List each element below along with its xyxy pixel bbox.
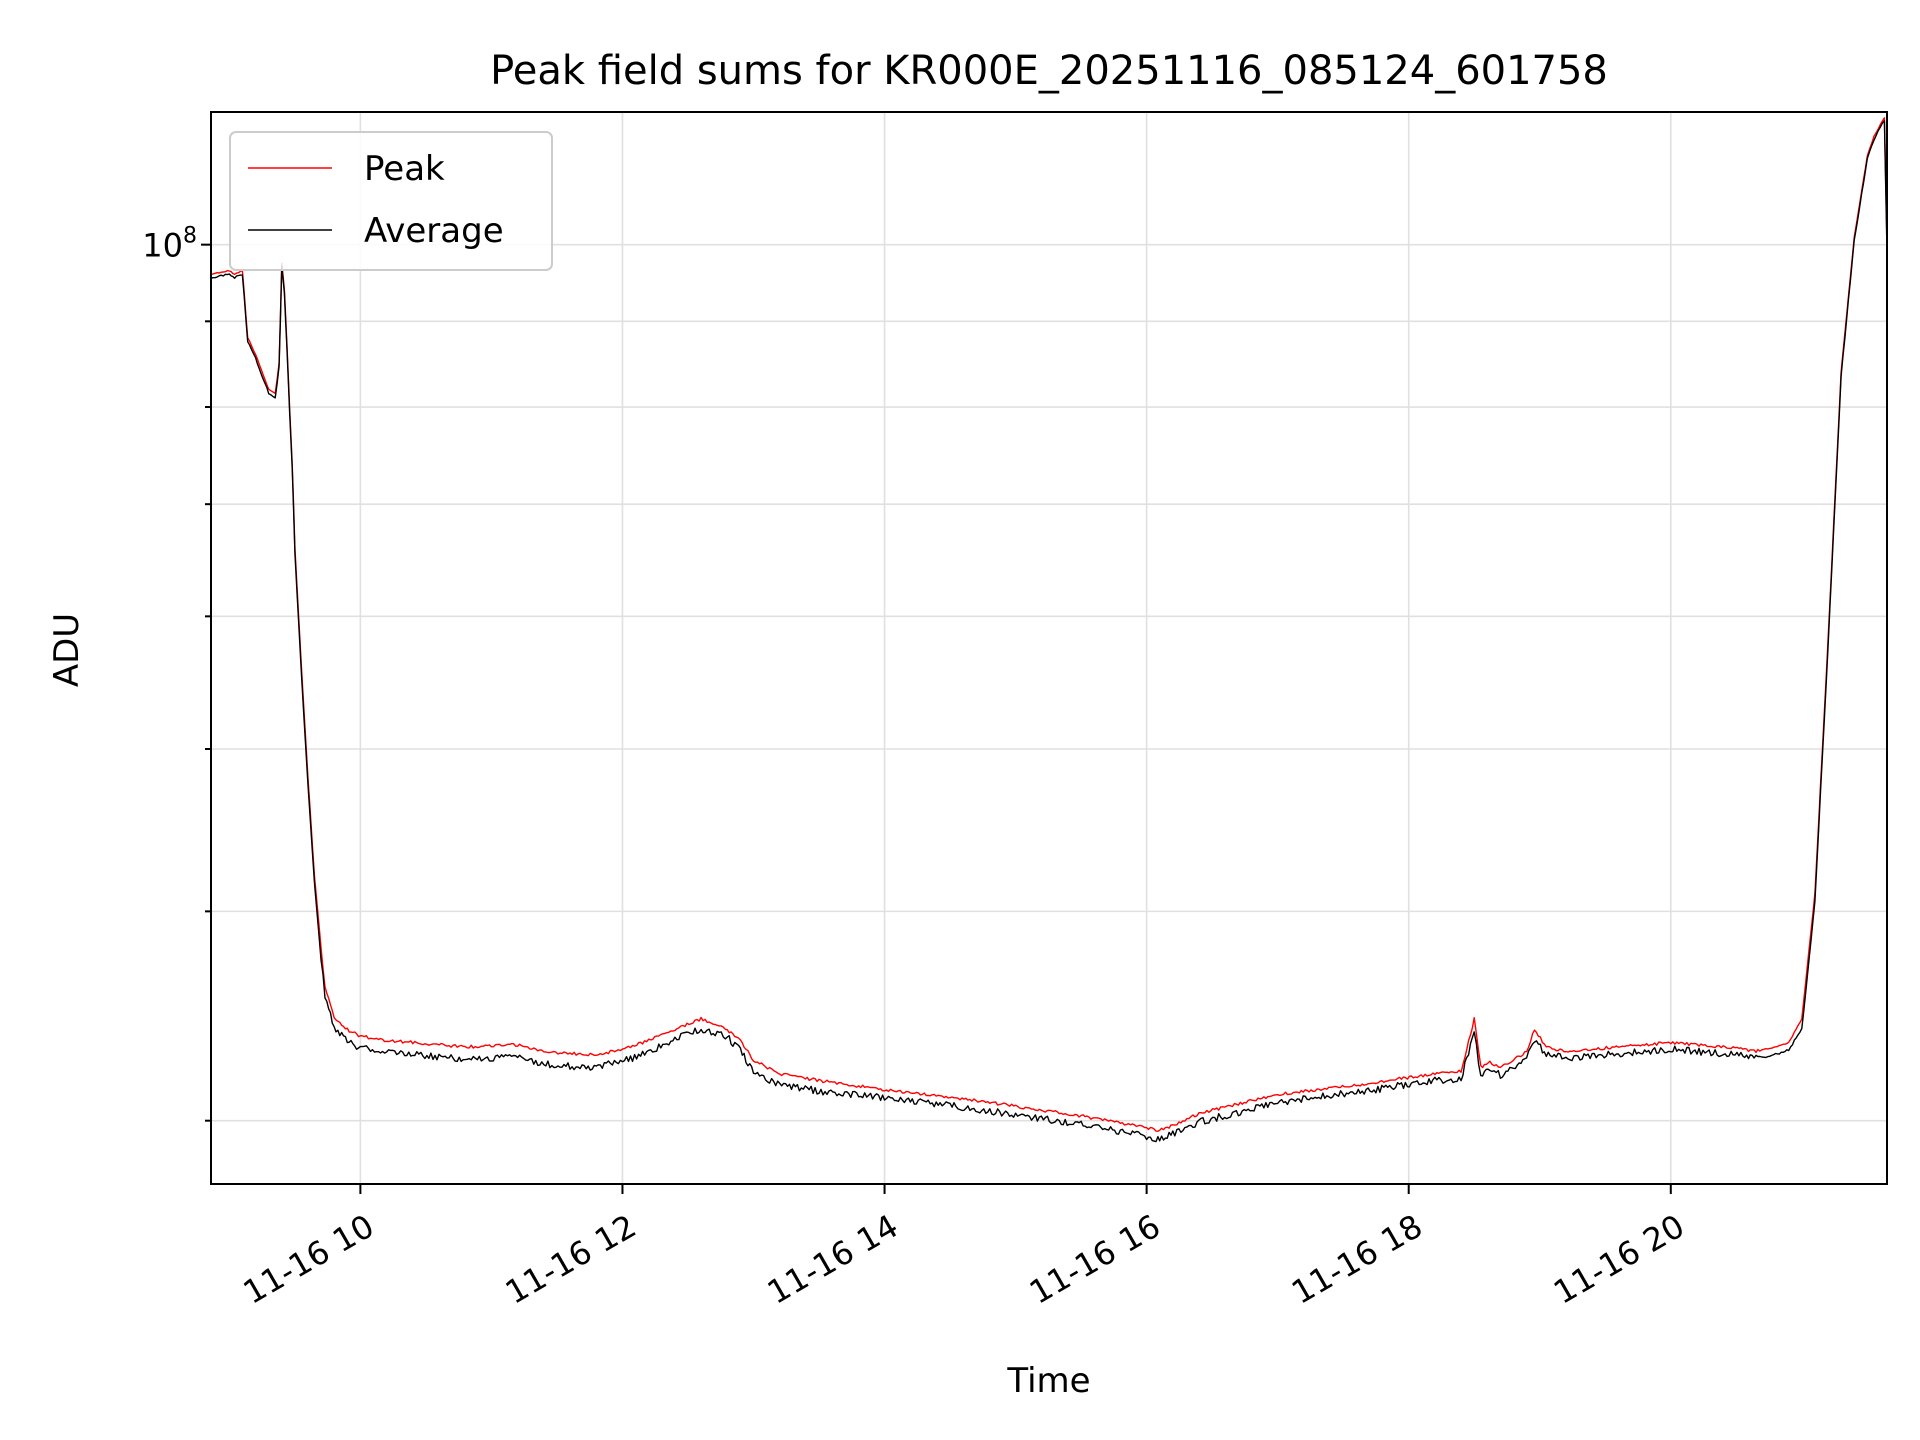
- y-tick-label: 108: [142, 224, 197, 265]
- plot-frame: [210, 111, 1888, 1185]
- series-peak-line: [211, 117, 1887, 1133]
- x-tick-label: 11-16 18: [1285, 1207, 1429, 1312]
- legend-peak-label: Peak: [364, 149, 445, 189]
- x-tick-label: 11-16 20: [1547, 1207, 1691, 1312]
- x-tick-label: 11-16 12: [499, 1207, 643, 1312]
- x-tick-label: 11-16 16: [1023, 1207, 1167, 1312]
- legend: Peak Average: [229, 131, 553, 271]
- y-axis-label: ADU: [47, 613, 87, 687]
- y-axis: 108: [142, 224, 211, 1122]
- series-layer: [211, 117, 1887, 1143]
- chart-title: Peak field sums for KR000E_20251116_0851…: [490, 48, 1608, 94]
- grid: [211, 112, 1887, 1184]
- series-average-line: [211, 120, 1887, 1143]
- x-axis: 11-16 10 11-16 12 11-16 14 11-16 16 11-16 18…: [237, 1184, 1691, 1312]
- legend-box: [229, 131, 553, 271]
- x-tick-label: 11-16 14: [761, 1207, 905, 1312]
- x-tick-label: 11-16 10: [237, 1207, 381, 1312]
- legend-average-label: Average: [364, 211, 504, 251]
- x-axis-label: Time: [1006, 1361, 1090, 1401]
